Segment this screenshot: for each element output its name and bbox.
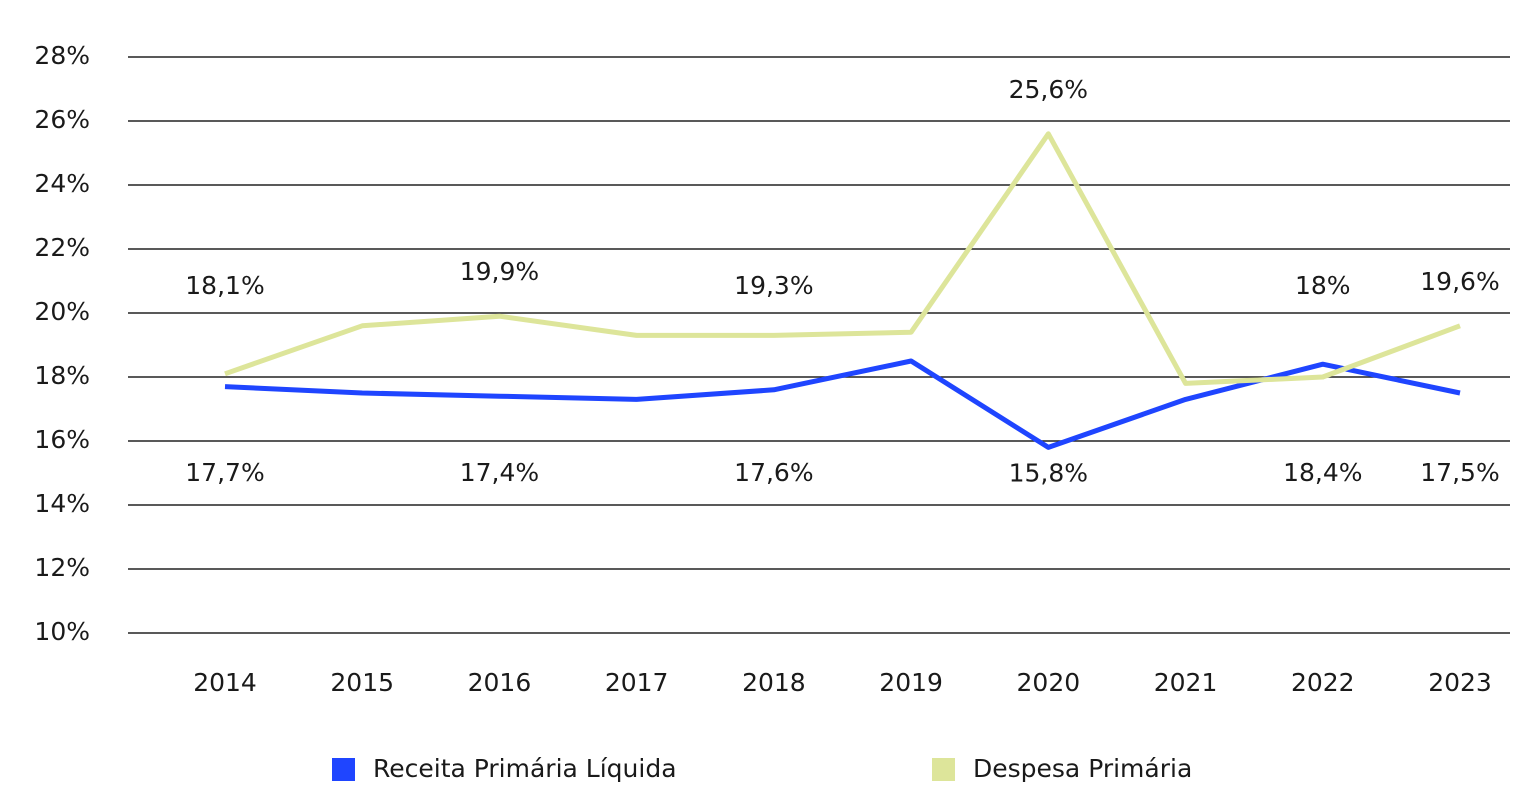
y-tick-label: 26%	[34, 105, 90, 134]
y-tick-label: 22%	[34, 233, 90, 262]
legend-swatch	[932, 758, 955, 781]
data-label: 18,4%	[1283, 458, 1362, 487]
x-tick-label: 2015	[330, 668, 394, 697]
y-tick-label: 16%	[34, 425, 90, 454]
x-tick-label: 2019	[879, 668, 943, 697]
series-line	[224, 131, 1461, 386]
y-tick-label: 20%	[34, 297, 90, 326]
y-tick-label: 10%	[34, 617, 90, 646]
data-label: 17,6%	[734, 458, 813, 487]
x-tick-label: 2018	[742, 668, 806, 697]
data-label: 19,3%	[734, 271, 813, 300]
x-tick-label: 2014	[193, 668, 257, 697]
y-tick-label: 28%	[34, 41, 90, 70]
x-tick-label: 2020	[1017, 668, 1081, 697]
data-label: 15,8%	[1009, 458, 1088, 487]
data-label: 25,6%	[1009, 75, 1088, 104]
y-tick-label: 24%	[34, 169, 90, 198]
x-tick-label: 2021	[1154, 668, 1218, 697]
data-label: 17,7%	[185, 458, 264, 487]
x-tick-label: 2016	[468, 668, 532, 697]
y-tick-label: 12%	[34, 553, 90, 582]
legend-label: Receita Primária Líquida	[373, 754, 677, 783]
data-label: 18,1%	[185, 271, 264, 300]
data-label: 17,5%	[1420, 458, 1499, 487]
legend-label: Despesa Primária	[973, 754, 1192, 783]
data-label: 17,4%	[460, 458, 539, 487]
x-tick-label: 2017	[605, 668, 669, 697]
data-label: 19,6%	[1420, 267, 1499, 296]
series-line	[224, 358, 1461, 450]
data-label: 19,9%	[460, 257, 539, 286]
x-tick-label: 2022	[1291, 668, 1355, 697]
x-tick-label: 2023	[1428, 668, 1492, 697]
y-tick-label: 18%	[34, 361, 90, 390]
y-tick-label: 14%	[34, 489, 90, 518]
legend-swatch	[332, 758, 355, 781]
data-label: 18%	[1295, 271, 1351, 300]
